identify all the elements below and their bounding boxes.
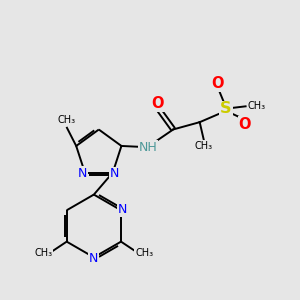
Text: N: N bbox=[89, 252, 98, 265]
Text: N: N bbox=[77, 167, 87, 180]
Text: NH: NH bbox=[139, 141, 158, 154]
Text: CH₃: CH₃ bbox=[34, 248, 52, 258]
Text: O: O bbox=[211, 76, 224, 91]
Text: N: N bbox=[110, 167, 119, 180]
Text: O: O bbox=[152, 96, 164, 111]
Text: O: O bbox=[239, 117, 251, 132]
Text: CH₃: CH₃ bbox=[248, 101, 266, 111]
Text: CH₃: CH₃ bbox=[135, 248, 153, 258]
Text: S: S bbox=[220, 101, 232, 116]
Text: N: N bbox=[118, 203, 127, 216]
Text: CH₃: CH₃ bbox=[195, 141, 213, 151]
Text: CH₃: CH₃ bbox=[58, 115, 76, 124]
